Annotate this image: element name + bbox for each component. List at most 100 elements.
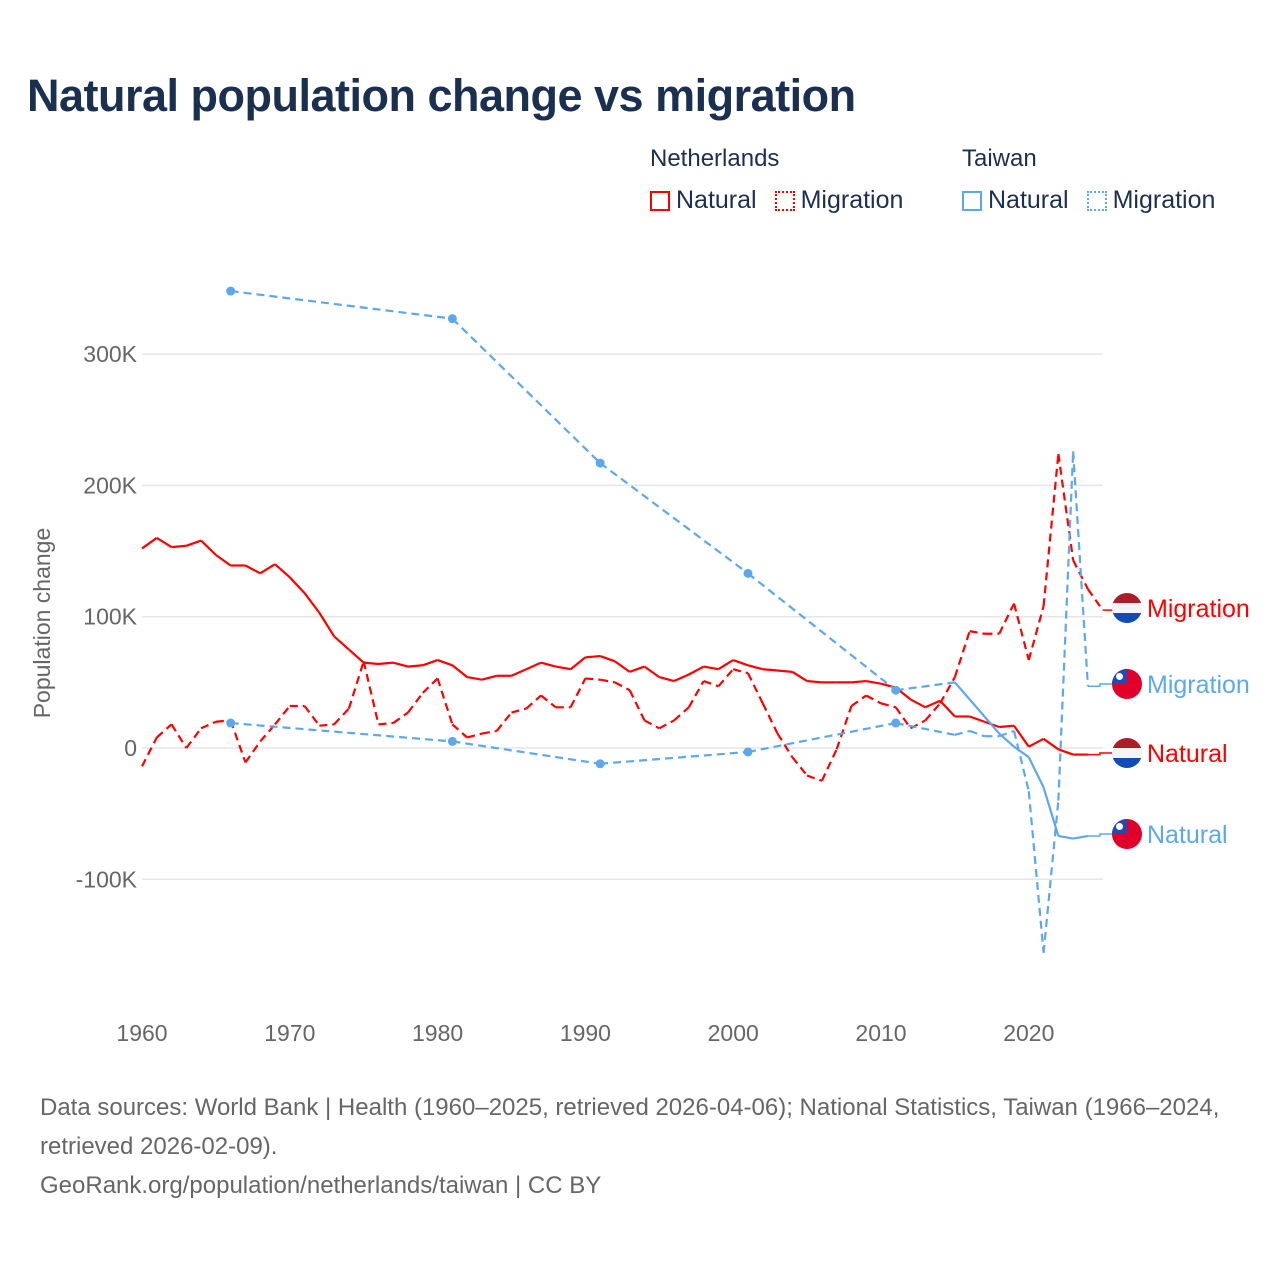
line-segment <box>1012 730 1030 792</box>
line-segment <box>1057 453 1075 561</box>
legend-label: Migration <box>1112 186 1216 214</box>
data-point[interactable] <box>891 685 901 695</box>
source-note: Data sources: World Bank | Health (1960–… <box>40 1088 1260 1205</box>
line-segment <box>717 659 734 671</box>
line-segment <box>999 724 1015 729</box>
line-segment <box>969 715 985 723</box>
solid-swatch-icon <box>962 190 982 211</box>
legend-label: Natural <box>676 186 757 214</box>
legend-label: Migration <box>800 186 904 214</box>
line-segment <box>673 673 690 683</box>
line-segment <box>600 750 749 765</box>
line-segment <box>318 612 336 637</box>
line-segment <box>392 661 409 668</box>
line-segment <box>200 720 217 730</box>
line-segment <box>880 702 897 709</box>
line-segment <box>659 676 675 683</box>
line-segment <box>378 661 394 666</box>
line-segment <box>599 655 616 663</box>
end-label-taiwan-migration: Migration <box>1147 671 1250 699</box>
taiwan-flag-icon <box>1112 669 1142 699</box>
line-segment <box>954 729 970 736</box>
line-segment <box>910 698 926 709</box>
line-segment <box>1042 737 1059 751</box>
line-segment <box>540 661 557 668</box>
end-label-connector <box>1087 752 1112 756</box>
line-segment <box>1072 834 1089 840</box>
line-segment <box>422 677 439 694</box>
line-segment <box>969 630 985 635</box>
legend-group-netherlands: Netherlands <box>650 145 780 172</box>
line-segment <box>319 723 335 727</box>
end-label-netherlands-natural: Natural <box>1147 740 1228 768</box>
line-segment <box>732 668 749 675</box>
line-segment <box>835 705 853 750</box>
line-segment <box>599 462 749 575</box>
y-tick-label: 100K <box>83 604 137 630</box>
y-tick-label: -100K <box>76 866 138 892</box>
source-text: Data sources: World Bank | Health (1960–… <box>40 1094 1220 1160</box>
line-segment <box>347 661 365 709</box>
line-segment <box>939 676 956 704</box>
line-segment <box>747 572 897 692</box>
line-segment <box>1057 451 1075 801</box>
line-segment <box>495 711 513 732</box>
data-point[interactable] <box>226 286 236 296</box>
line-segment <box>673 706 690 722</box>
line-segment <box>363 661 379 666</box>
line-segment <box>215 554 232 567</box>
line-segment <box>451 723 468 739</box>
line-segment <box>392 711 409 724</box>
x-tick-label: 1960 <box>116 1020 167 1046</box>
y-tick-label: 0 <box>124 735 137 761</box>
line-segment <box>555 665 571 671</box>
data-point[interactable] <box>595 458 605 468</box>
dotted-swatch-icon <box>1086 190 1107 211</box>
line-segment <box>156 723 173 739</box>
page-title: Natural population change vs migration <box>27 70 856 121</box>
line-segment <box>525 694 542 710</box>
line-segment <box>569 656 587 671</box>
line-segment <box>569 677 587 708</box>
data-point[interactable] <box>891 718 901 728</box>
legend-item-taiwan-natural[interactable]: Natural <box>962 186 1069 215</box>
end-label-connector <box>1087 683 1112 688</box>
line-segment <box>230 721 453 743</box>
line-segment <box>776 732 794 758</box>
taiwan-flag-icon <box>1112 819 1142 849</box>
line-segment <box>628 689 646 721</box>
line-segment <box>968 698 986 718</box>
legend-item-taiwan-migration[interactable]: Migration <box>1086 186 1216 215</box>
line-segment <box>746 672 764 704</box>
data-point[interactable] <box>447 314 457 324</box>
y-tick-label: 200K <box>83 472 137 498</box>
line-segment <box>466 676 483 681</box>
legend-item-netherlands-migration[interactable]: Migration <box>774 186 904 215</box>
line-segment <box>954 681 971 701</box>
line-segment <box>422 658 438 667</box>
line-segment <box>1028 737 1045 748</box>
line-segment <box>362 661 380 725</box>
legend-item-netherlands-natural[interactable]: Natural <box>650 186 757 215</box>
line-segment <box>230 289 453 320</box>
line-segment <box>274 705 291 726</box>
data-point[interactable] <box>743 568 753 578</box>
data-point[interactable] <box>447 736 457 746</box>
line-segment <box>644 719 660 730</box>
line-segment <box>451 664 468 678</box>
data-point[interactable] <box>743 747 753 757</box>
line-segment <box>953 630 971 678</box>
data-point[interactable] <box>595 759 605 769</box>
line-segment <box>244 564 261 575</box>
line-segment <box>939 699 956 718</box>
source-link[interactable]: GeoRank.org/population/netherlands/taiwa… <box>40 1172 602 1199</box>
line-segment <box>895 681 956 692</box>
line-segment <box>777 669 793 673</box>
line-segment <box>436 678 454 725</box>
line-segment <box>1087 588 1104 611</box>
x-tick-label: 1970 <box>264 1020 315 1046</box>
line-segment <box>703 680 719 688</box>
data-point[interactable] <box>226 718 236 728</box>
line-segment <box>614 660 631 673</box>
line-segment <box>1027 756 1045 788</box>
